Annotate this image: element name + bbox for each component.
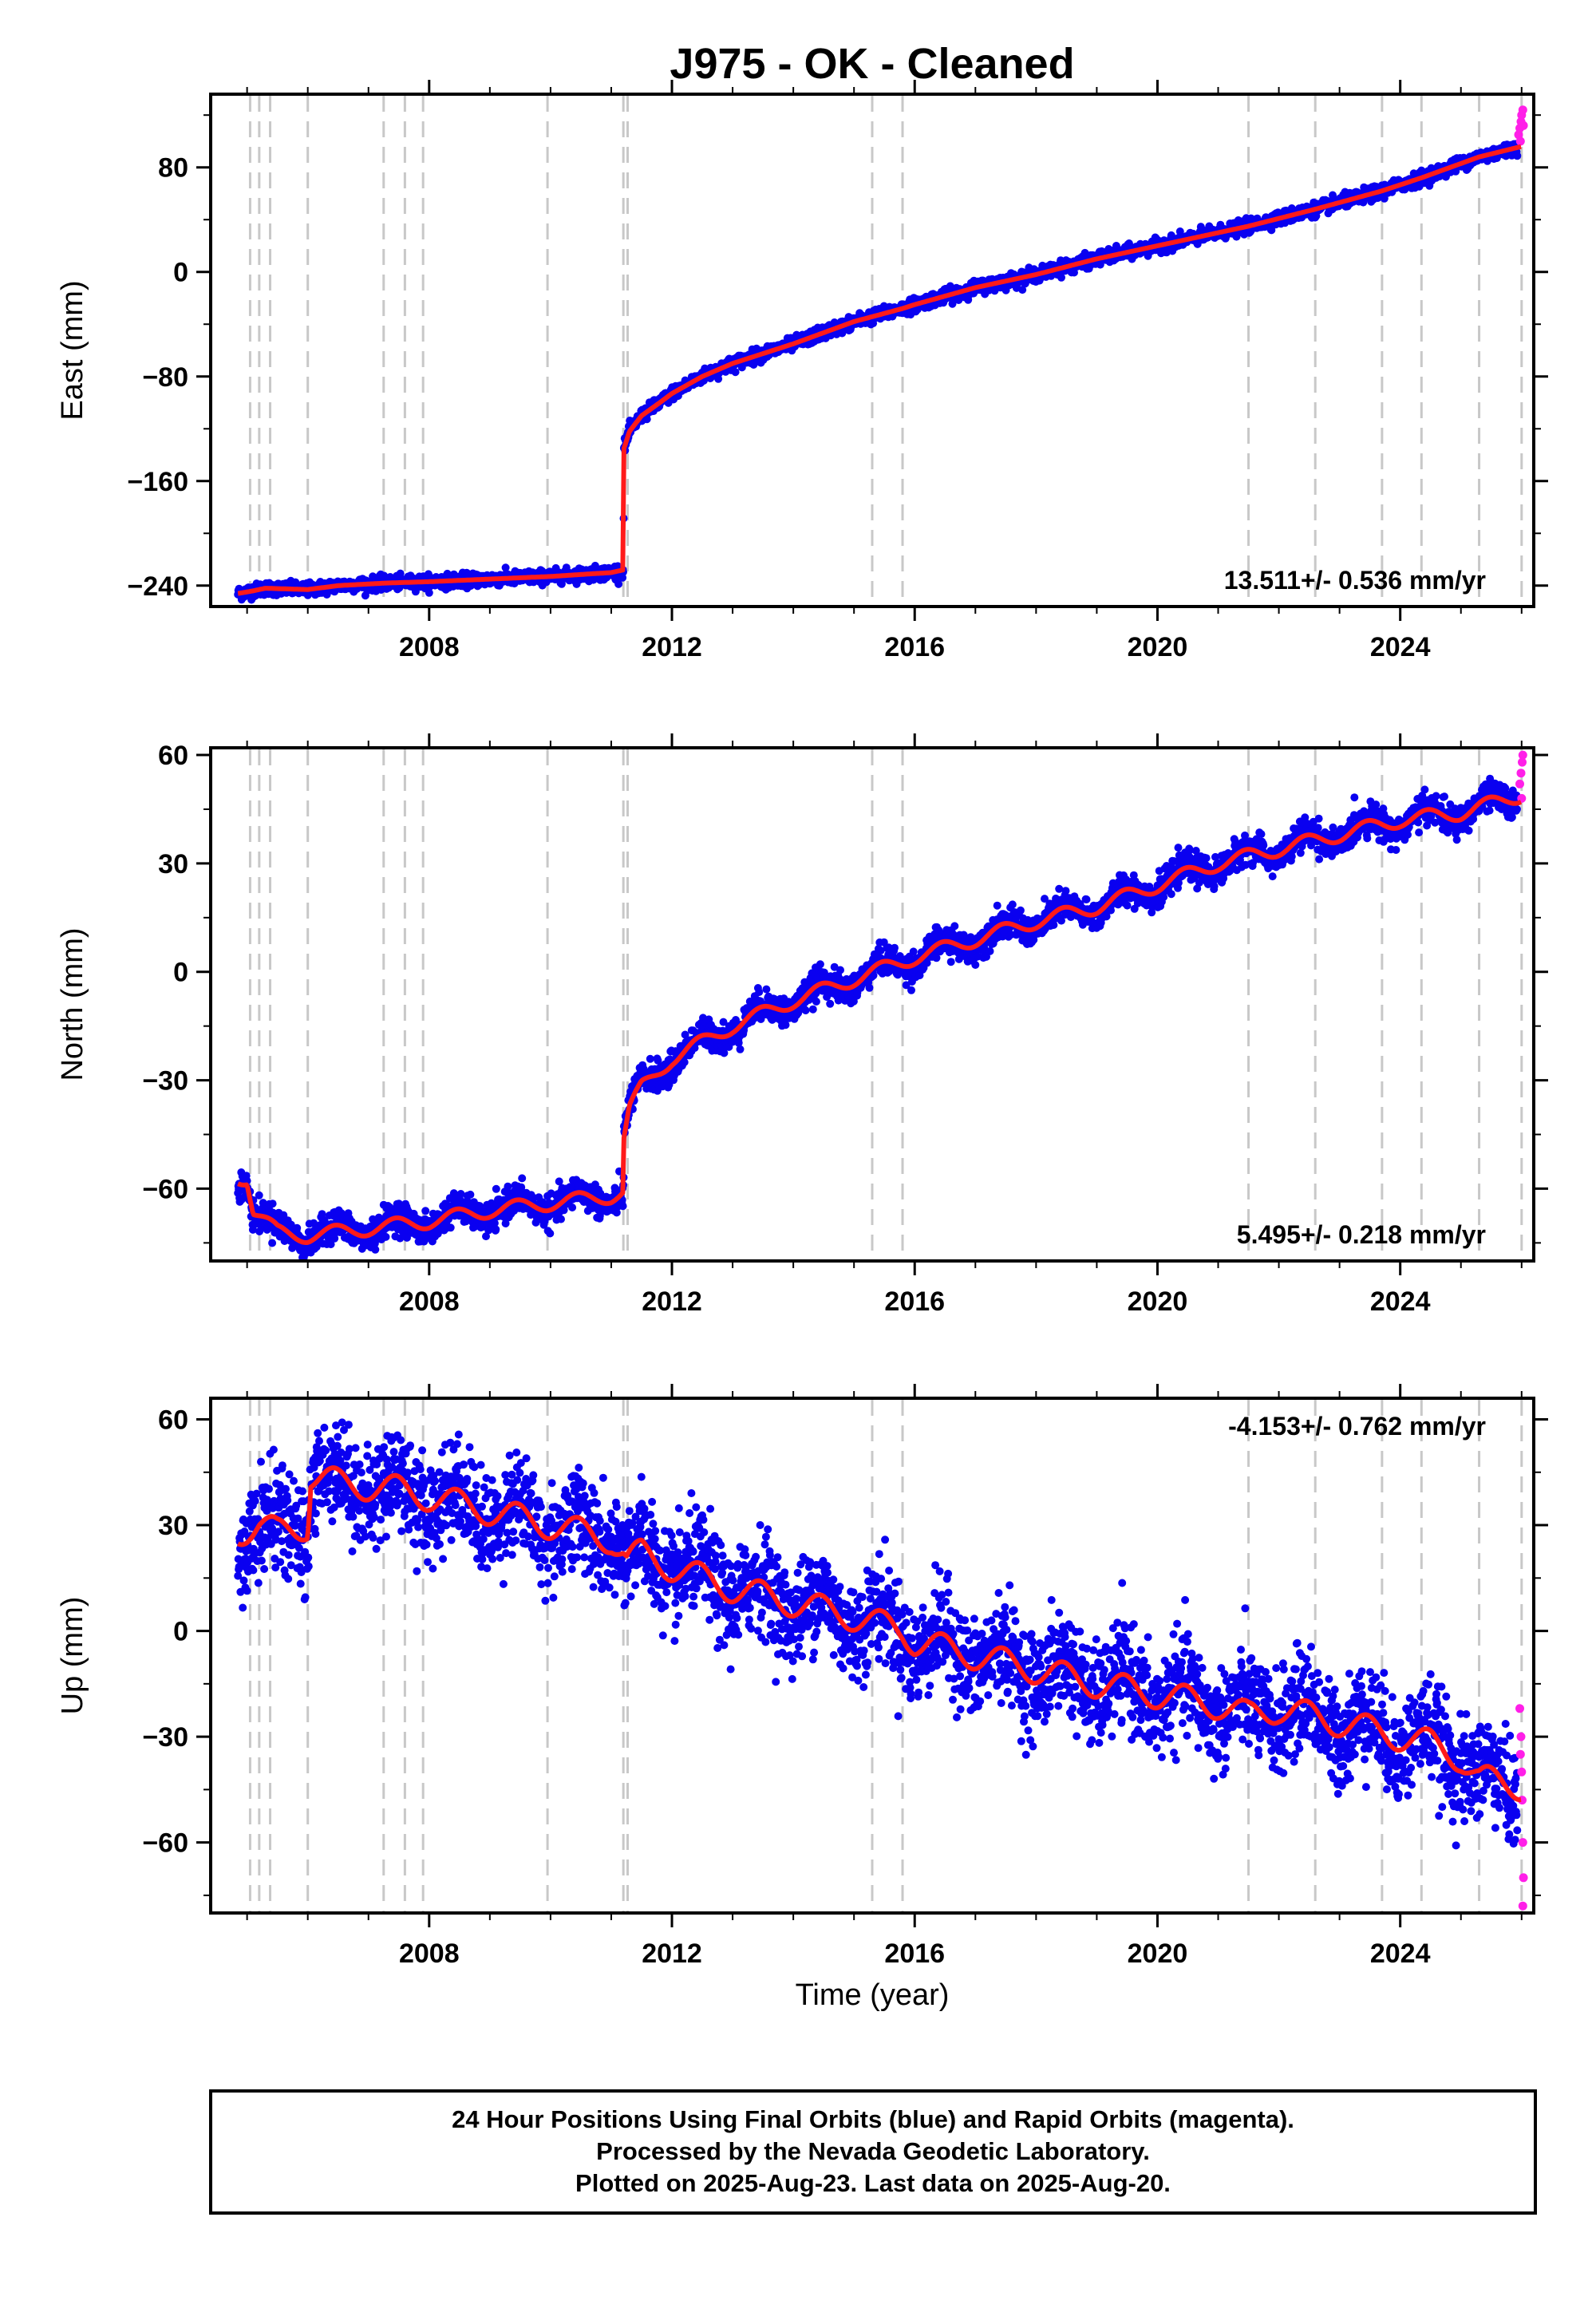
data-point <box>492 1225 500 1234</box>
data-point <box>568 1203 577 1211</box>
data-point <box>255 1191 263 1199</box>
data-point <box>293 1223 302 1232</box>
y-tick-label: 0 <box>173 258 188 288</box>
data-point <box>646 1054 654 1063</box>
data-point <box>731 368 740 377</box>
east-rate-label: 13.511+/- 0.536 mm/yr <box>1224 566 1486 595</box>
data-point <box>518 1174 527 1183</box>
data-point <box>268 1199 277 1208</box>
data-point <box>557 1215 565 1223</box>
east-y-axis-label: East (mm) <box>56 280 89 420</box>
data-point <box>546 1229 555 1238</box>
data-point <box>680 1058 689 1066</box>
data-point <box>396 569 405 578</box>
y-tick-label: 80 <box>158 153 188 184</box>
data-point <box>371 1245 380 1254</box>
east-final-orbit-points <box>234 140 1522 604</box>
x-tick-label: 2008 <box>399 632 460 662</box>
data-point <box>425 588 433 597</box>
data-point <box>421 1207 430 1215</box>
y-tick-label: −160 <box>127 467 188 497</box>
x-tick-label: 2012 <box>642 632 702 662</box>
panel-east: 2008 2012 2016 2020 2024 −240 −160 −80 0 80 East (… <box>56 80 1548 662</box>
data-point <box>466 1190 475 1199</box>
rapid-point <box>1515 136 1525 146</box>
data-point <box>268 1239 277 1247</box>
x-tick-label: 2020 <box>1128 632 1188 662</box>
x-tick-label: 2016 <box>884 632 945 662</box>
data-point <box>618 1202 627 1211</box>
north-final-orbit-points <box>234 774 1522 1262</box>
data-point <box>501 563 510 572</box>
x-tick-label: 2024 <box>1370 632 1431 662</box>
panels-root: 2008 2012 2016 2020 2024 −240 −160 −80 0 80 East (… <box>56 80 1548 1969</box>
y-tick-label: −80 <box>142 362 188 393</box>
data-point <box>381 1232 390 1241</box>
rapid-point <box>1518 105 1527 115</box>
y-tick-label: −240 <box>127 571 188 602</box>
data-point <box>411 587 420 596</box>
chart-title: J975 - OK - Cleaned <box>670 40 1074 88</box>
east-rapid-orbit-points <box>1514 105 1528 146</box>
data-point <box>446 1223 455 1232</box>
east-panel-frame <box>209 93 1535 608</box>
data-point <box>492 1184 500 1193</box>
data-point <box>1513 152 1522 160</box>
rapid-point <box>1519 121 1528 130</box>
data-point <box>504 1182 512 1191</box>
